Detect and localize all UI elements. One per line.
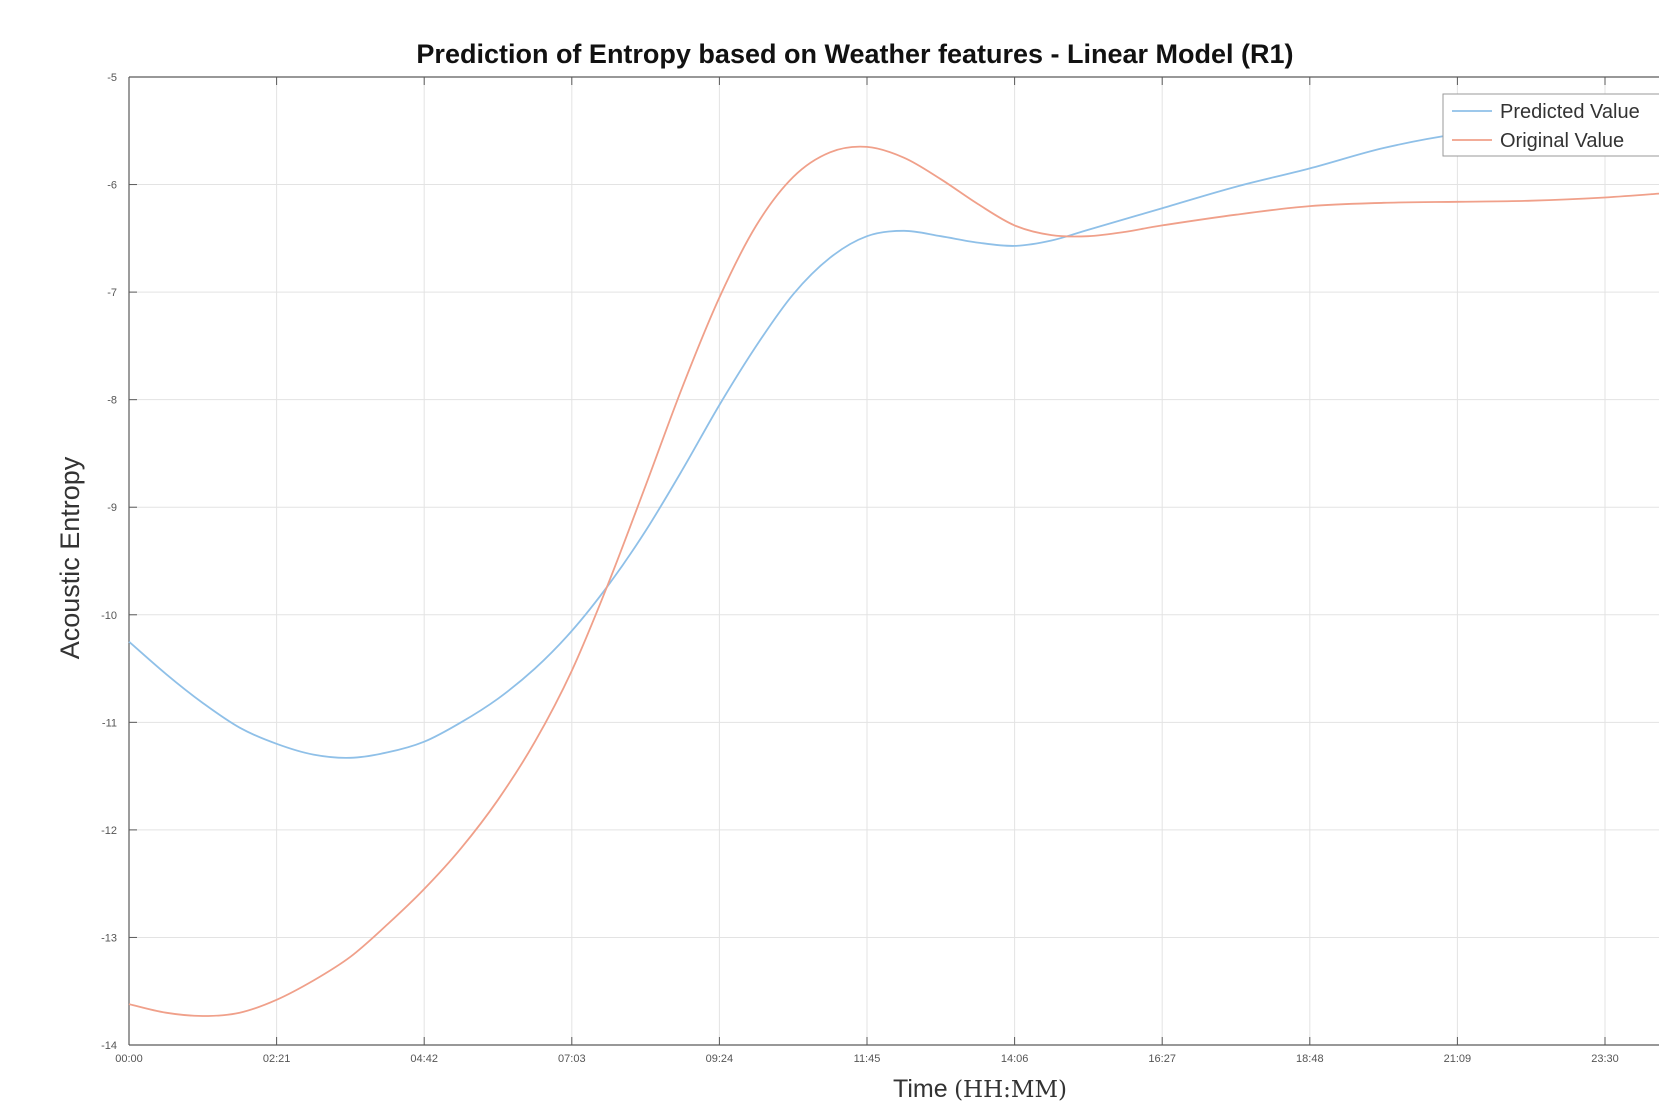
series-line-original bbox=[128, 145, 1659, 1017]
y-tick-label: -7 bbox=[107, 287, 117, 299]
legend-label-predicted: Predicted Value bbox=[1500, 101, 1640, 123]
x-tick-label: 02:21 bbox=[263, 1053, 291, 1065]
x-tick-label: 00:00 bbox=[115, 1053, 143, 1065]
y-axis-label: Acoustic Entropy bbox=[55, 456, 85, 659]
x-axis-label-unit: (HH:MM) bbox=[954, 1077, 1067, 1101]
y-tick-label: -14 bbox=[101, 1040, 117, 1052]
legend-label-original: Original Value bbox=[1500, 130, 1624, 152]
x-axis-label-main: Time bbox=[893, 1075, 948, 1101]
y-tick-label: -13 bbox=[101, 932, 117, 944]
x-tick-label: 21:09 bbox=[1444, 1053, 1472, 1065]
chart-title: Prediction of Entropy based on Weather f… bbox=[416, 39, 1293, 69]
x-tick-label: 11:45 bbox=[854, 1053, 881, 1065]
y-tick-label: -5 bbox=[107, 72, 117, 84]
y-tick-label: -6 bbox=[107, 180, 117, 192]
x-tick-label: 07:03 bbox=[558, 1053, 586, 1065]
y-tick-label: -9 bbox=[107, 502, 117, 514]
x-tick-label: 18:48 bbox=[1296, 1053, 1324, 1065]
y-tick-label: -12 bbox=[101, 825, 117, 837]
legend: Predicted Value Original Value bbox=[1442, 93, 1659, 157]
legend-box bbox=[1442, 93, 1659, 157]
y-tick-label: -8 bbox=[107, 395, 117, 407]
y-tick-label: -11 bbox=[102, 717, 117, 729]
y-tick-label: -10 bbox=[101, 610, 117, 622]
x-tick-label: 23:30 bbox=[1591, 1053, 1619, 1065]
x-tick-label: 16:27 bbox=[1148, 1053, 1176, 1065]
series-line-predicted bbox=[128, 125, 1659, 759]
x-tick-label: 14:06 bbox=[1001, 1053, 1029, 1065]
x-tick-label: 04:42 bbox=[410, 1053, 438, 1065]
axes bbox=[128, 76, 1659, 1046]
series-lines bbox=[128, 125, 1659, 1017]
gridlines bbox=[128, 76, 1659, 1046]
x-tick-label: 09:24 bbox=[706, 1053, 734, 1065]
x-axis-label: Time (HH:MM) bbox=[893, 1075, 1067, 1101]
tick-labels: 00:00 02:21 04:42 07:03 09:24 11:45 14:06 16:27… bbox=[101, 72, 1619, 1065]
